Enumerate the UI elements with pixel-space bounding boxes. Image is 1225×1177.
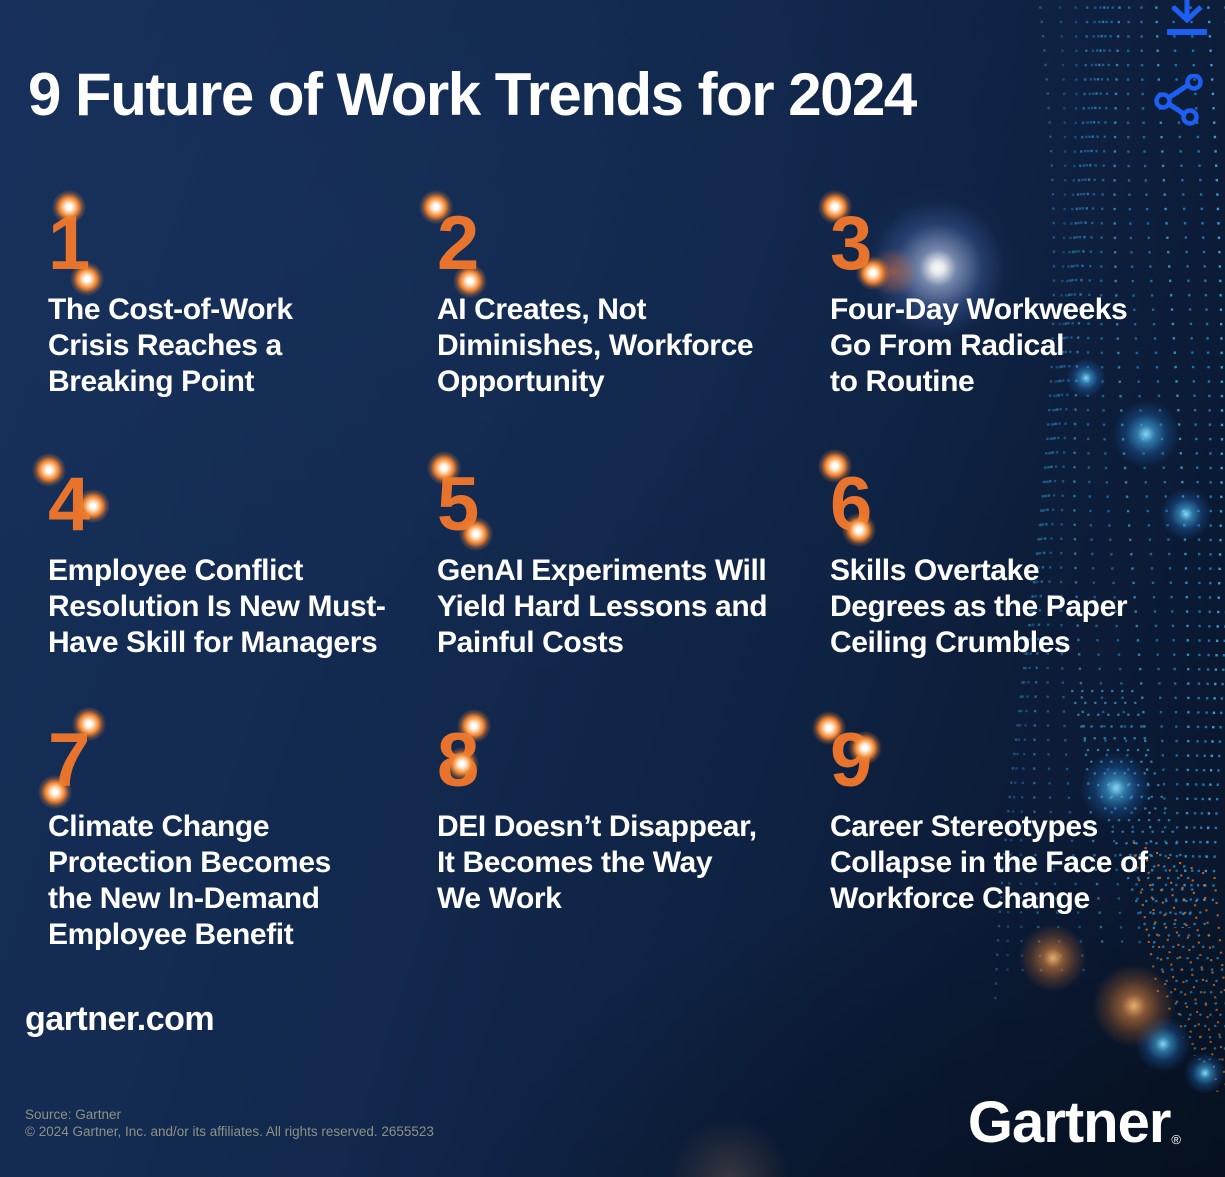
trend-title: GenAI Experiments Will Yield Hard Lesson… [437, 554, 768, 659]
trend-number: 1 [48, 201, 90, 286]
trend-card-4: 4 Employee Conflict Resolution Is New Mu… [32, 453, 437, 723]
trend-title: Career Stereotypes Collapse in the Face … [830, 810, 1148, 915]
trend-card-8: 8 DEI Doesn’t Disappear, It Becomes the … [437, 709, 830, 953]
download-icon [1161, 0, 1213, 40]
trend-number: 7 [48, 718, 90, 803]
trend-number: 6 [830, 462, 872, 547]
trend-title: The Cost-of-Work Crisis Reaches a Breaki… [48, 293, 293, 398]
trend-number: 3 [830, 201, 872, 286]
trend-number: 9 [830, 718, 872, 803]
trend-title: Climate Change Protection Becomes the Ne… [48, 810, 331, 951]
trend-title: Four-Day Workweeks Go From Radical to Ro… [830, 293, 1128, 398]
trend-title: Employee Conflict Resolution Is New Must… [48, 554, 386, 659]
trend-title: AI Creates, Not Diminishes, Workforce Op… [437, 293, 754, 398]
trend-title: Skills Overtake Degrees as the Paper Cei… [830, 554, 1128, 659]
blue-glow-orb [1135, 1016, 1191, 1072]
gartner-url: gartner.com [25, 1000, 215, 1038]
registered-trademark-icon: ® [1171, 1132, 1181, 1147]
trend-card-9: 9 Career Stereotypes Collapse in the Fac… [812, 711, 1177, 953]
download-button[interactable] [1161, 0, 1213, 40]
source-line: Source: Gartner [25, 1107, 122, 1122]
trend-card-1: 1 The Cost-of-Work Crisis Reaches a Brea… [48, 190, 437, 467]
action-toolbar [1143, 0, 1213, 126]
gartner-logo: Gartner® [968, 1094, 1181, 1152]
trend-card-6: 6 Skills Overtake Degrees as the Paper C… [818, 449, 1177, 723]
trend-card-5: 5 GenAI Experiments Will Yield Hard Less… [427, 451, 830, 723]
page-title: 9 Future of Work Trends for 2024 [28, 61, 917, 128]
trend-card-3: 3 Four-Day Workweeks Go From Radical to … [818, 190, 1177, 467]
trend-title: DEI Doesn’t Disappear, It Becomes the Wa… [437, 810, 757, 915]
trend-number: 4 [48, 462, 90, 547]
trends-grid: 1 The Cost-of-Work Crisis Reaches a Brea… [32, 190, 1225, 953]
share-icon [1153, 74, 1207, 126]
trend-card-2: 2 AI Creates, Not Diminishes, Workforce … [419, 190, 830, 467]
blue-glow-orb [1184, 1052, 1225, 1094]
orange-glow-orb [1092, 964, 1176, 1048]
copyright-line: © 2024 Gartner, Inc. and/or its affiliat… [25, 1124, 434, 1139]
trend-number: 8 [437, 718, 479, 803]
gartner-logo-text: Gartner [967, 1090, 1172, 1155]
share-button[interactable] [1153, 74, 1207, 126]
source-note: Source: Gartner © 2024 Gartner, Inc. and… [25, 1106, 434, 1140]
trend-card-7: 7 Climate Change Protection Becomes the … [38, 707, 437, 953]
warm-glow-orb [668, 1118, 792, 1177]
trend-number: 5 [437, 462, 479, 547]
trend-number: 2 [437, 201, 479, 286]
